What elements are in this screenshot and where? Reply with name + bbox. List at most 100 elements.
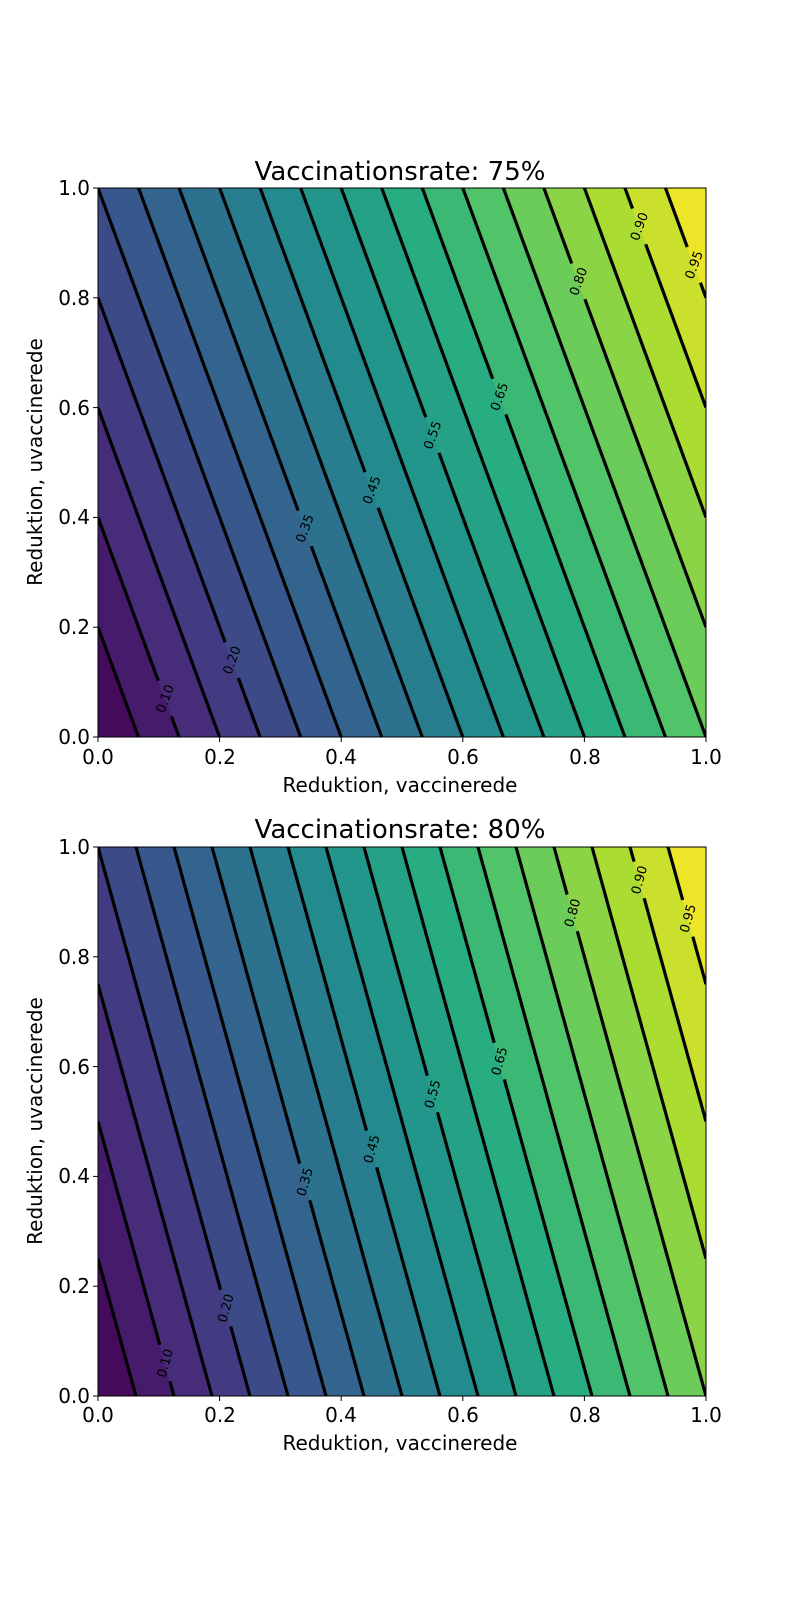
plot-area: 0.100.200.350.450.550.650.800.900.95	[93, 846, 707, 1401]
contour-line	[435, 1111, 518, 1396]
contour-line	[248, 847, 404, 1396]
contour-line	[380, 188, 586, 737]
x-tick-label: 1.0	[690, 1403, 722, 1427]
y-tick-label: 0.2	[58, 1274, 90, 1298]
contour-line	[476, 847, 632, 1396]
contour-line	[628, 847, 636, 863]
contour-line	[582, 188, 706, 518]
x-tick-label: 0.8	[569, 745, 601, 769]
x-tick-label: 0.6	[447, 745, 479, 769]
contour-line	[575, 930, 706, 1396]
contour-line	[172, 847, 328, 1396]
contour-label: 0.20	[216, 1292, 238, 1324]
chart-title: Vaccinationsrate: 75%	[255, 157, 546, 187]
contour-line	[502, 1078, 594, 1396]
contour-line	[98, 1121, 162, 1346]
contour-line	[376, 507, 465, 737]
y-tick-label: 0.8	[58, 286, 90, 310]
contour-label: 0.45	[361, 1133, 383, 1165]
contour-line	[98, 847, 223, 1291]
contour-line	[137, 188, 343, 737]
x-axis-label: Reduktion, vaccinerede	[283, 1431, 518, 1455]
contour-line	[98, 626, 141, 737]
plot-area: 0.100.200.350.450.550.650.800.900.95	[93, 187, 707, 742]
contour-line	[98, 983, 214, 1396]
contour-line	[542, 188, 574, 265]
contour-line	[168, 1380, 176, 1396]
contour-line	[286, 847, 369, 1132]
y-tick-label: 1.0	[58, 835, 90, 859]
contour-label: 0.65	[489, 1045, 511, 1077]
y-tick-label: 0.8	[58, 945, 90, 969]
contour-line	[644, 243, 706, 409]
x-ticks: 0.0 0.2 0.4 0.6 0.8 1.0	[82, 745, 722, 769]
x-tick-label: 0.0	[82, 745, 114, 769]
contour-line	[308, 1199, 366, 1396]
contour-line	[98, 1258, 138, 1396]
contour-label: 0.55	[422, 1078, 444, 1110]
x-tick-label: 0.8	[569, 1403, 601, 1427]
chart-panel-75: Vaccinationsrate: 75% 0.100.200.350.450.…	[23, 157, 722, 797]
contour-label: 0.10	[155, 1347, 177, 1379]
y-tick-label: 0.2	[58, 615, 90, 639]
x-axis-label: Reduktion, vaccinerede	[283, 773, 518, 797]
contour-line	[169, 715, 181, 737]
contour-line	[691, 936, 706, 985]
contour-line	[590, 847, 706, 1260]
y-axis-label: Reduktion, uvaccinerede	[23, 997, 47, 1245]
contour-line	[210, 847, 302, 1165]
contour-line	[420, 188, 495, 380]
contour-line	[504, 413, 627, 737]
contour-line	[461, 188, 667, 737]
contour-line	[229, 1326, 252, 1396]
contour-line	[324, 847, 480, 1396]
contour-line	[339, 188, 428, 418]
contour-line	[134, 847, 290, 1396]
contour-line	[642, 897, 706, 1122]
contour-line	[501, 188, 706, 737]
x-tick-label: 0.0	[82, 1403, 114, 1427]
x-tick-label: 0.2	[204, 745, 236, 769]
chart-title: Vaccinationsrate: 80%	[255, 815, 546, 845]
contour-label: 0.35	[295, 1166, 317, 1198]
x-tick-label: 0.2	[204, 1403, 236, 1427]
contour-line	[663, 188, 689, 248]
contour-line	[218, 188, 424, 737]
axes-frame	[97, 187, 707, 738]
y-tick-label: 0.4	[58, 1164, 90, 1188]
y-tick-label: 0.4	[58, 505, 90, 529]
contour-line	[258, 188, 367, 473]
contour-line	[552, 847, 569, 895]
contour-line	[98, 516, 160, 682]
contour-line	[309, 545, 384, 737]
y-ticks: 0.0 0.2 0.4 0.6 0.8 1.0	[58, 176, 90, 749]
contour-line	[98, 188, 303, 737]
contour-label: 0.80	[562, 897, 584, 929]
contour-line	[98, 407, 222, 737]
x-tick-label: 0.4	[325, 1403, 357, 1427]
contour-line	[98, 297, 227, 643]
x-tick-label: 1.0	[690, 745, 722, 769]
contour-line	[438, 847, 496, 1044]
y-axis-label: Reduktion, uvaccinerede	[23, 338, 47, 586]
contour-line	[666, 847, 685, 901]
x-ticks: 0.0 0.2 0.4 0.6 0.8 1.0	[82, 1403, 722, 1427]
contour-labels: 0.10 0.20 0.35 0.45 0.55 0.65 0.80 0.90 0.95	[155, 864, 700, 1379]
contour-line	[177, 188, 300, 512]
contour-label: 0.90	[629, 864, 651, 896]
y-tick-label: 0.0	[58, 1384, 90, 1408]
chart-panel-80: Vaccinationsrate: 80% 0.10 0.20 0.35 0.45 0.…	[23, 815, 722, 1455]
axes-frame	[97, 846, 707, 1397]
contour-line	[623, 188, 635, 210]
contour-line	[583, 298, 706, 628]
contour-line	[698, 282, 706, 299]
x-tick-label: 0.4	[325, 745, 357, 769]
y-tick-label: 1.0	[58, 176, 90, 200]
contour-line	[437, 452, 546, 737]
x-tick-label: 0.6	[447, 1403, 479, 1427]
y-ticks: 0.0 0.2 0.4 0.6 0.8 1.0	[58, 835, 90, 1408]
y-tick-label: 0.0	[58, 725, 90, 749]
contour-line	[375, 1166, 442, 1396]
y-tick-label: 0.6	[58, 396, 90, 420]
